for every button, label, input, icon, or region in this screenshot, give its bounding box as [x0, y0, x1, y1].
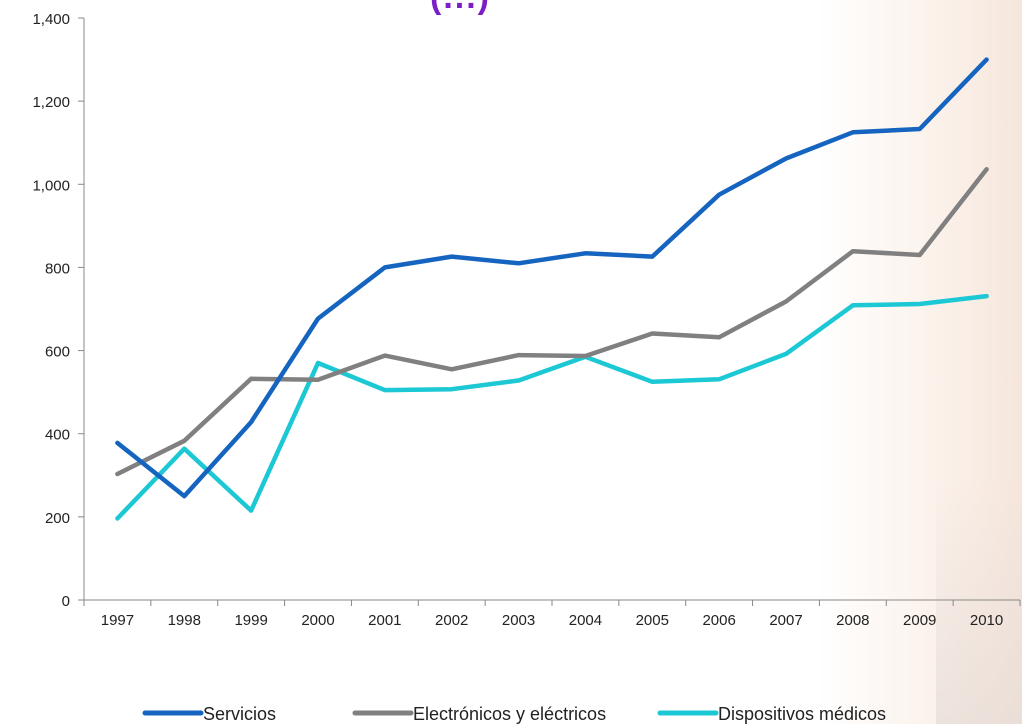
axes	[78, 17, 1021, 606]
legend: Servicios Electrónicos y eléctricos Dispos…	[142, 704, 886, 724]
x-tick-label: 2000	[301, 612, 334, 629]
x-tick-label: 2010	[970, 612, 1003, 629]
tick-labels: 0 200 400 600 800 1,000 1,200 1,400 1997 1998 1999…	[32, 11, 1003, 629]
y-tick-label: 200	[45, 510, 70, 527]
x-tick-label: 2002	[435, 612, 468, 629]
x-tick-label: 1998	[168, 612, 201, 629]
x-tick-label: 2006	[702, 612, 735, 629]
y-tick-label: 1,200	[32, 94, 70, 111]
y-tick-label: 800	[45, 260, 70, 277]
y-tick-label: 1,400	[32, 11, 70, 28]
legend-label: Electrónicos y eléctricos	[413, 704, 606, 724]
x-tick-label: 2001	[368, 612, 401, 629]
series-lines	[115, 57, 989, 521]
x-tick-label: 2009	[903, 612, 936, 629]
background-decoration	[936, 480, 1022, 724]
legend-label: Dispositivos médicos	[718, 704, 886, 724]
series-line-2	[115, 293, 989, 521]
x-tick-label: 2008	[836, 612, 869, 629]
x-tick-label: 1999	[234, 612, 267, 629]
y-tick-label: 0	[62, 593, 70, 610]
x-tick-label: 1997	[101, 612, 134, 629]
chart-title-fragment: (...)	[430, 0, 491, 17]
x-tick-label: 2007	[769, 612, 802, 629]
x-tick-label: 2003	[502, 612, 535, 629]
series-line-1	[115, 167, 989, 477]
y-tick-label: 1,000	[32, 177, 70, 194]
series-line-0	[115, 57, 989, 499]
x-tick-label: 2005	[636, 612, 669, 629]
legend-label: Servicios	[203, 704, 276, 724]
y-tick-label: 400	[45, 427, 70, 444]
y-tick-label: 600	[45, 344, 70, 361]
x-tick-label: 2004	[569, 612, 602, 629]
